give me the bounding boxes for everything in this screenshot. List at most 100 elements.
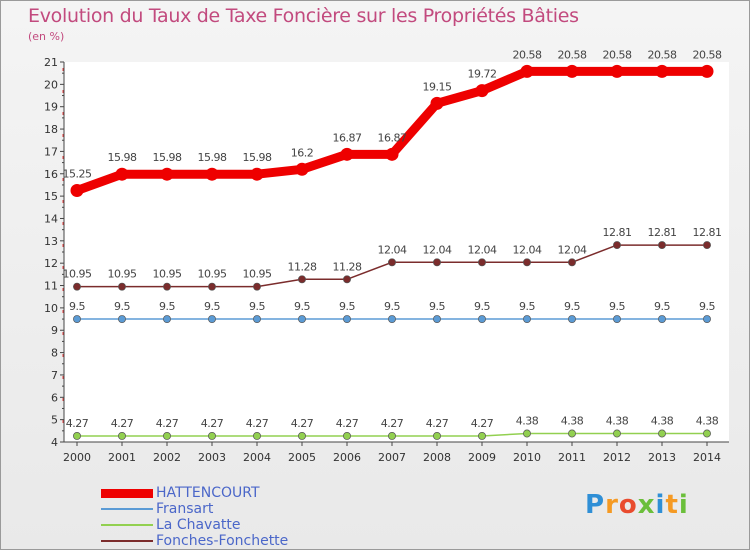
data-label: 9.5 — [519, 300, 535, 313]
logo-letter: o — [618, 490, 638, 520]
logo-letter: P — [585, 490, 606, 520]
data-label: 4.27 — [381, 417, 404, 430]
x-tick-label: 2008 — [423, 451, 451, 464]
data-point — [703, 429, 711, 438]
y-tick-label: 5 — [51, 414, 58, 427]
data-label: 9.5 — [249, 300, 265, 313]
logo-letter: x — [637, 490, 656, 520]
data-point — [73, 432, 81, 440]
data-point — [163, 432, 171, 440]
data-point — [298, 275, 306, 284]
x-tick-label: 2009 — [468, 451, 496, 464]
data-point — [388, 315, 396, 324]
data-label: 15.98 — [153, 151, 182, 164]
data-point — [478, 432, 486, 440]
data-label: 4.27 — [66, 417, 89, 430]
data-point — [388, 258, 396, 267]
x-tick-label: 2010 — [513, 451, 541, 464]
data-label: 12.04 — [378, 243, 407, 256]
data-label: 9.5 — [114, 300, 130, 313]
data-point — [160, 167, 174, 181]
data-point — [478, 258, 486, 267]
legend-swatch — [101, 508, 153, 510]
legend-label: La Chavatte — [156, 517, 241, 533]
data-point — [568, 315, 576, 324]
x-tick-label: 2001 — [108, 451, 136, 464]
data-label: 11.28 — [333, 260, 362, 273]
data-label: 12.04 — [513, 243, 542, 256]
data-label: 9.5 — [564, 300, 580, 313]
y-tick-label: 7 — [51, 369, 58, 382]
legend-swatch — [101, 540, 153, 542]
data-point — [298, 432, 306, 440]
y-tick-label: 14 — [44, 212, 58, 225]
data-label: 10.95 — [63, 268, 92, 281]
data-label: 20.58 — [513, 48, 542, 61]
data-label: 4.27 — [246, 417, 269, 430]
data-point — [118, 282, 126, 291]
data-label: 9.5 — [69, 300, 85, 313]
data-point — [73, 315, 81, 324]
data-point — [433, 258, 441, 267]
data-label: 9.5 — [654, 300, 670, 313]
data-point — [613, 241, 621, 250]
data-point — [433, 432, 441, 440]
data-point — [205, 167, 219, 181]
data-label: 16.2 — [291, 146, 314, 159]
data-label: 9.5 — [429, 300, 445, 313]
logo-letter: i — [655, 490, 666, 520]
logo-letter: i — [678, 490, 689, 520]
chart-title: Evolution du Taux de Taxe Foncière sur l… — [28, 5, 579, 27]
data-point — [343, 275, 351, 284]
data-point — [343, 315, 351, 324]
data-label: 12.04 — [558, 243, 587, 256]
logo-letter: r — [605, 490, 619, 520]
legend-label: HATTENCOURT — [156, 485, 260, 501]
data-point — [208, 315, 216, 324]
data-label: 15.98 — [198, 151, 227, 164]
data-label: 15.98 — [108, 151, 137, 164]
x-tick-label: 2003 — [198, 451, 226, 464]
data-point — [655, 64, 669, 78]
data-label: 15.98 — [243, 151, 272, 164]
data-point — [388, 432, 396, 440]
y-tick-label: 20 — [44, 78, 58, 91]
y-tick-label: 16 — [44, 168, 58, 181]
data-label: 12.04 — [468, 243, 497, 256]
data-label: 9.5 — [159, 300, 175, 313]
data-label: 4.27 — [111, 417, 134, 430]
data-point — [340, 147, 354, 161]
data-label: 4.27 — [336, 417, 359, 430]
data-point — [433, 315, 441, 324]
x-tick-label: 2000 — [63, 451, 91, 464]
y-tick-label: 12 — [44, 257, 58, 270]
data-point — [523, 315, 531, 324]
data-point — [475, 84, 489, 98]
data-point — [70, 184, 84, 198]
data-point — [73, 282, 81, 291]
data-label: 12.81 — [603, 226, 632, 239]
data-point — [523, 429, 531, 438]
data-point — [118, 432, 126, 440]
data-point — [253, 432, 261, 440]
x-tick-label: 2005 — [288, 451, 316, 464]
data-label: 12.81 — [648, 226, 677, 239]
data-label: 12.04 — [423, 243, 452, 256]
x-tick-label: 2004 — [243, 451, 271, 464]
x-tick-label: 2014 — [693, 451, 721, 464]
y-tick-label: 8 — [51, 347, 58, 360]
data-point — [520, 64, 534, 78]
data-label: 4.38 — [696, 415, 719, 428]
data-point — [658, 429, 666, 438]
data-label: 20.58 — [648, 48, 677, 61]
plot-area — [64, 62, 729, 442]
data-point — [613, 315, 621, 324]
y-tick-label: 21 — [44, 56, 58, 69]
data-point — [253, 315, 261, 324]
y-tick-label: 13 — [44, 235, 58, 248]
data-point — [703, 241, 711, 250]
data-label: 4.27 — [426, 417, 449, 430]
data-point — [523, 258, 531, 267]
data-point — [343, 432, 351, 440]
